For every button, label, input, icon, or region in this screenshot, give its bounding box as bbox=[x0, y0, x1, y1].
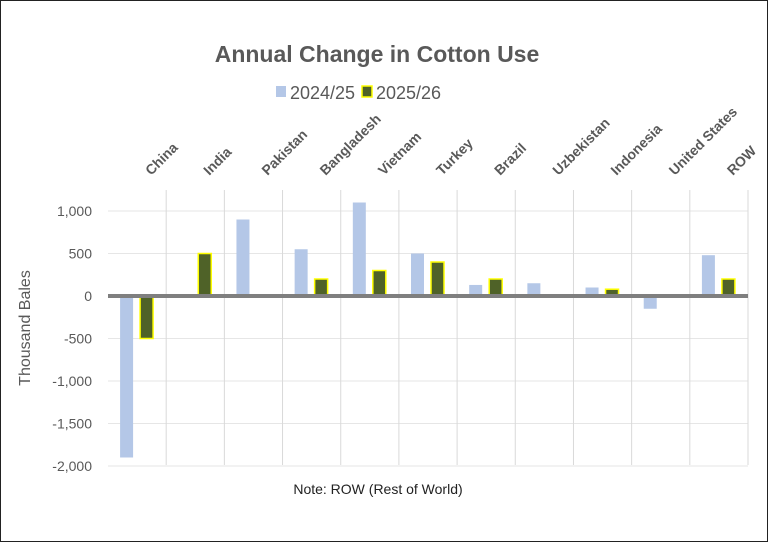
category-label: India bbox=[200, 144, 235, 179]
legend-swatch bbox=[276, 86, 286, 97]
bar-2024-25 bbox=[643, 296, 657, 309]
chart-title: Annual Change in Cotton Use bbox=[215, 41, 540, 67]
category-label: Brazil bbox=[491, 140, 529, 178]
bar-2024-25 bbox=[585, 287, 599, 296]
bar-2024-25 bbox=[527, 283, 541, 296]
bar-2025-26 bbox=[430, 261, 445, 297]
chart-note: Note: ROW (Rest of World) bbox=[293, 481, 462, 497]
y-tick-labels: 1,000 500 0 -500 -1,000 -1,500 -2,000 bbox=[52, 203, 92, 474]
y-tick-label: -2,000 bbox=[52, 458, 92, 474]
category-label: ROW bbox=[724, 142, 760, 178]
bar-2024-25 bbox=[701, 255, 715, 296]
y-axis-label: Thousand Bales bbox=[17, 270, 34, 386]
bar-2024-25 bbox=[294, 249, 308, 296]
bar-2024-25 bbox=[120, 296, 134, 458]
category-label: Vietnam bbox=[375, 128, 425, 178]
bars bbox=[108, 202, 748, 458]
y-tick-label: 1,000 bbox=[57, 203, 92, 219]
legend-swatch bbox=[361, 85, 373, 98]
category-label: China bbox=[142, 139, 181, 178]
category-label: Pakistan bbox=[258, 126, 310, 178]
category-label: Indonesia bbox=[607, 120, 665, 178]
bar-2024-25 bbox=[469, 284, 483, 296]
bar-2025-26 bbox=[139, 295, 154, 340]
bar-2024-25 bbox=[236, 219, 250, 296]
y-tick-label: -500 bbox=[64, 331, 92, 347]
category-label: Turkey bbox=[433, 135, 476, 178]
legend-label: 2025/26 bbox=[376, 83, 441, 103]
y-tick-label: -1,500 bbox=[52, 416, 92, 432]
category-label: Bangladesh bbox=[316, 111, 383, 178]
legend-label: 2024/25 bbox=[290, 83, 355, 103]
y-tick-label: 0 bbox=[84, 288, 92, 304]
bar-2025-26 bbox=[313, 278, 329, 297]
y-tick-label: -1,000 bbox=[52, 373, 92, 389]
bar-2025-26 bbox=[721, 278, 736, 297]
bar-2024-25 bbox=[411, 253, 424, 296]
bar-2025-26 bbox=[372, 269, 387, 297]
bar-2024-25 bbox=[352, 202, 366, 296]
gridlines bbox=[108, 190, 749, 467]
legend: 2024/25 2025/26 bbox=[276, 83, 441, 103]
bar-2025-26 bbox=[197, 252, 213, 297]
y-tick-label: 500 bbox=[69, 246, 93, 262]
category-label: Uzbekistan bbox=[549, 115, 613, 179]
bar-2025-26 bbox=[488, 278, 503, 297]
